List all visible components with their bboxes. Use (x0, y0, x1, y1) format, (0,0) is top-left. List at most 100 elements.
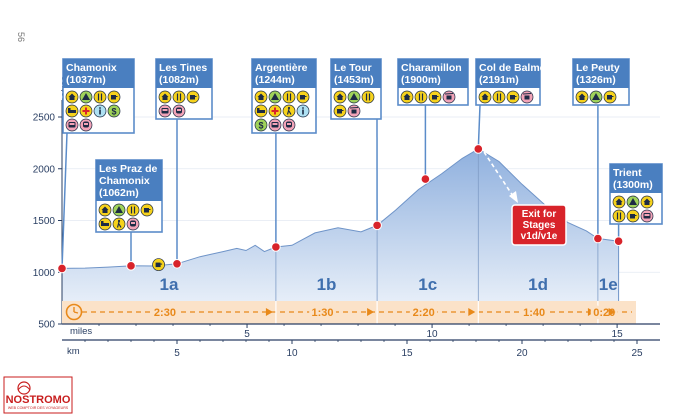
house-icon (640, 195, 654, 209)
exit-arrow-line (483, 151, 514, 197)
waypoint-marker (613, 236, 624, 246)
profile-icons (152, 258, 165, 271)
duration-bar-background (62, 301, 636, 324)
waypoint-name: Les Tines (1082m) (159, 62, 207, 86)
house-icon (575, 90, 589, 104)
waypoint-name: Chamonix (1037m) (66, 62, 117, 86)
leader-line (61, 132, 68, 269)
train-icon (282, 118, 296, 132)
duration-arrow (587, 308, 595, 316)
bus-icon (65, 118, 79, 132)
stage-label: 1e (599, 275, 618, 294)
miles-axis-label: miles (70, 326, 92, 337)
waypoint-callout: Le Peuty (1326m) (572, 58, 630, 106)
waypoint-marker (473, 144, 484, 154)
exit-note-text: Exit for Stages v1d/v1e (521, 209, 558, 242)
house-icon (612, 195, 626, 209)
km-axis-label: km (67, 346, 80, 357)
cup-icon (506, 90, 520, 104)
callout-title-background (63, 59, 134, 88)
mile-tick-label: 5 (244, 329, 250, 340)
hiker-icon (282, 104, 296, 118)
y-tick-label: 2500 (33, 113, 56, 124)
cablecar-icon (347, 104, 361, 118)
waypoint-marker (126, 261, 136, 271)
callout-title-background (610, 164, 662, 193)
cup-icon (107, 90, 121, 104)
stage-label: 1c (418, 275, 437, 294)
cup-icon (333, 104, 347, 118)
km-tick-label: 15 (401, 348, 413, 359)
km-tick-label: 5 (174, 348, 180, 359)
waypoint-marker (57, 263, 67, 274)
duration-arrow (265, 308, 273, 316)
stage-duration: 1:30 (311, 307, 333, 319)
waypoint-marker (372, 220, 382, 231)
cutlery-icon (172, 90, 186, 104)
duration-arrow (608, 308, 616, 316)
tent-icon (79, 90, 93, 104)
y-tick-label: 2000 (33, 164, 56, 175)
stage-duration: 2:30 (154, 307, 176, 319)
tent-icon (347, 90, 361, 104)
cutlery-icon (282, 90, 296, 104)
logo-tagline: WEB COMPTOIR DES VOYAGEURS (8, 406, 69, 410)
waypoint-marker (172, 258, 182, 269)
bus-icon (268, 118, 282, 132)
waypoint-marker (420, 174, 431, 184)
waypoint-callout: Argentière (1244m) $ (251, 58, 317, 134)
mile-tick-label: 15 (612, 329, 624, 340)
tent-icon (589, 90, 603, 104)
cutlery-icon (492, 90, 506, 104)
info-icon (93, 104, 107, 118)
y-tick-label: 500 (38, 320, 55, 331)
bus-icon (158, 104, 172, 118)
stage-labels: 1a 1b 1c 1d 1e (159, 275, 617, 294)
house-icon (478, 90, 492, 104)
cup-icon (296, 90, 310, 104)
tent-icon (268, 90, 282, 104)
cross-icon (268, 104, 282, 118)
callout-title-background (398, 59, 468, 88)
train-icon (126, 217, 140, 231)
y-ticks: 500 1000 1500 2000 2500 (33, 113, 62, 331)
waypoint-callouts: Chamonix (1037m) $ Les Praz de Chamonix (1062… (62, 58, 663, 233)
km-tick-label: 10 (286, 348, 298, 359)
cup-icon (626, 209, 640, 223)
exit-arrow-head (509, 191, 518, 203)
waypoint-callout: Col de Balme (2191m) (475, 58, 546, 106)
km-tick-label: 20 (516, 348, 528, 359)
house-icon (158, 90, 172, 104)
cutlery-icon (126, 203, 140, 217)
waypoint-callout: Les Praz de Chamonix (1062m) (95, 159, 163, 233)
stage-label: 1b (317, 275, 337, 294)
waypoint-name: Les Praz de Chamonix (1062m) (99, 163, 158, 199)
cutlery-icon (612, 209, 626, 223)
exit-note: Exit for Stages v1d/v1e (483, 151, 567, 246)
duration-arrow (468, 308, 476, 316)
mile-tick-label: 10 (427, 329, 439, 340)
info-icon (296, 104, 310, 118)
house-icon (65, 90, 79, 104)
bed-icon (254, 104, 268, 118)
waypoint-callout: Les Tines (1082m) (155, 58, 213, 120)
house-icon (333, 90, 347, 104)
callout-title-background (96, 160, 162, 201)
tent-icon (626, 195, 640, 209)
cross-icon (79, 104, 93, 118)
exit-note-box (511, 204, 567, 246)
y-tick-label: 1000 (33, 268, 56, 279)
cablecar-icon (520, 90, 534, 104)
house-icon (254, 90, 268, 104)
hiker-icon (112, 217, 126, 231)
waypoint-callout: Le Tour (1453m) (330, 58, 382, 120)
stage-duration: 2:20 (413, 307, 435, 319)
nostromo-logo: NOSTROMO WEB COMPTOIR DES VOYAGEURS (3, 376, 73, 414)
callout-title-background (252, 59, 316, 88)
stage-label: 1d (528, 275, 548, 294)
y-tick-label: 1500 (33, 216, 56, 227)
waypoint-callout: Chamonix (1037m) $ (62, 58, 135, 134)
waypoint-name: Charamillon (1900m) (401, 62, 462, 86)
svg-text:$: $ (258, 121, 263, 131)
